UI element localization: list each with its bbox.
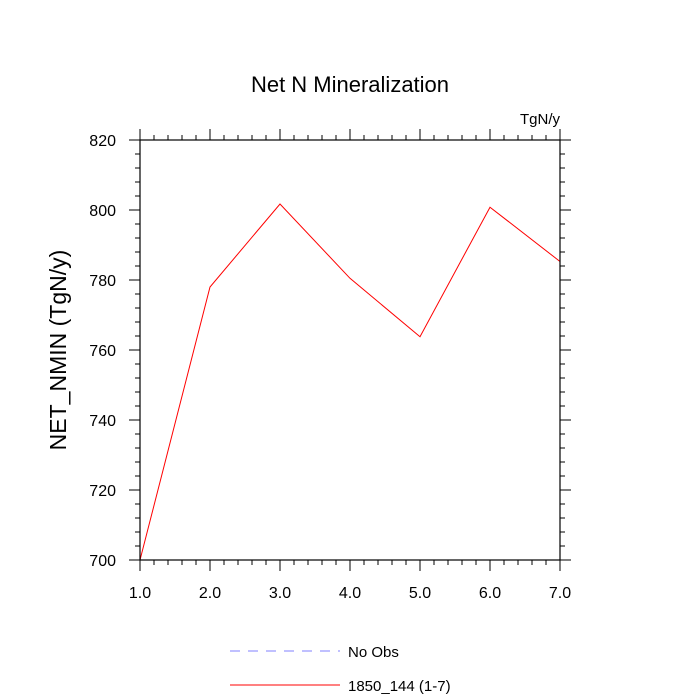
plot-frame — [139, 139, 561, 561]
major-ticks — [129, 129, 571, 571]
y-tick-label: 760 — [89, 343, 116, 360]
legend: No Obs 1850_144 (1-7) — [230, 644, 451, 695]
legend-label: 1850_144 (1-7) — [348, 678, 451, 695]
x-tick-label: 7.0 — [549, 585, 571, 602]
series-layer — [139, 203, 561, 561]
x-tick-label: 6.0 — [479, 585, 501, 602]
x-tick-label: 2.0 — [199, 585, 221, 602]
y-tick-label: 800 — [89, 203, 116, 220]
x-tick-label: 4.0 — [339, 585, 361, 602]
y-tick-label: 780 — [89, 273, 116, 290]
y-tick-label: 720 — [89, 483, 116, 500]
x-tick-label: 1.0 — [129, 585, 151, 602]
chart-title: Net N Mineralization — [251, 72, 449, 97]
minor-ticks — [135, 135, 565, 565]
x-tick-label: 5.0 — [409, 585, 431, 602]
x-tick-label: 3.0 — [269, 585, 291, 602]
tick-labels: 1.0 2.0 3.0 4.0 5.0 6.0 7.0 700 720 740 760 780 800 8… — [89, 133, 571, 602]
legend-label: No Obs — [348, 644, 399, 661]
units-label: TgN/y — [520, 111, 561, 128]
y-tick-label: 740 — [89, 413, 116, 430]
y-tick-label: 700 — [89, 553, 116, 570]
y-axis-label: NET_NMIN (TgN/y) — [45, 250, 71, 451]
series-line — [139, 203, 561, 561]
y-tick-label: 820 — [89, 133, 116, 150]
